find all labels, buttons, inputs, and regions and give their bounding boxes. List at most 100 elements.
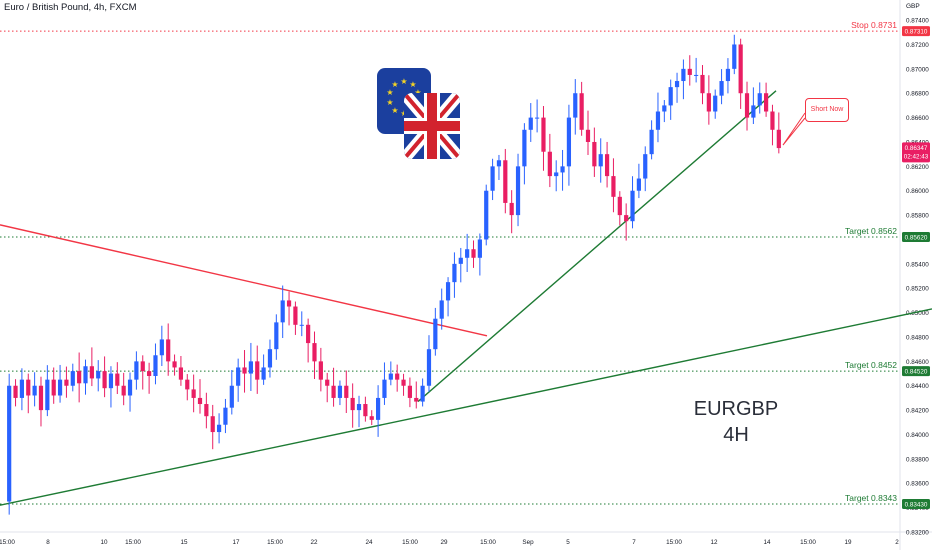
x-tick-label: 15:00 bbox=[800, 539, 816, 546]
candle-body bbox=[426, 349, 432, 386]
y-tick-label: 0.84600 bbox=[906, 359, 929, 366]
x-tick-label: 15:00 bbox=[666, 539, 682, 546]
candle-body bbox=[197, 397, 203, 405]
candle-body bbox=[636, 178, 641, 191]
y-tick-label: 0.84400 bbox=[906, 383, 929, 390]
candle-body bbox=[668, 87, 673, 106]
candle-body bbox=[554, 172, 559, 177]
y-tick-label: 0.86800 bbox=[906, 91, 929, 98]
candle-body bbox=[280, 300, 285, 323]
x-tick-label: 8 bbox=[46, 539, 50, 546]
x-tick-label: 10 bbox=[100, 539, 108, 546]
y-tick-label: 0.83800 bbox=[906, 456, 929, 463]
candle-body bbox=[713, 95, 718, 112]
candles bbox=[7, 34, 781, 515]
level-tag bbox=[902, 26, 930, 37]
candle-body bbox=[64, 379, 69, 386]
candle-body bbox=[127, 379, 133, 396]
level-tag-label: 0.83430 bbox=[905, 501, 928, 508]
candle-body bbox=[630, 190, 635, 222]
candle-body bbox=[229, 385, 234, 408]
candle-body bbox=[318, 361, 323, 380]
candle-body bbox=[700, 74, 705, 94]
candle-body bbox=[363, 404, 368, 417]
candle-body bbox=[694, 74, 699, 76]
candle-body bbox=[89, 366, 94, 379]
y-tick-label: 0.86600 bbox=[906, 115, 929, 122]
candle-body bbox=[38, 385, 44, 411]
candle-body bbox=[153, 355, 158, 376]
x-tick-label: 14 bbox=[763, 539, 771, 546]
level-tag bbox=[902, 498, 930, 509]
x-tick-label: 15:00 bbox=[267, 539, 283, 546]
candle-body bbox=[452, 263, 457, 283]
candle-body bbox=[166, 339, 171, 362]
currency-label: GBP bbox=[906, 3, 920, 10]
candle-body bbox=[706, 93, 711, 112]
candle-body bbox=[643, 154, 648, 179]
candle-body bbox=[763, 93, 769, 112]
candle-body bbox=[725, 68, 731, 82]
symbol-watermark: EURGBP 4H bbox=[676, 396, 796, 448]
trendline bbox=[417, 90, 777, 403]
candle-body bbox=[77, 371, 82, 384]
x-tick-label: 22 bbox=[310, 539, 318, 546]
candle-body bbox=[325, 379, 330, 386]
candle-body bbox=[350, 397, 355, 411]
candle-body bbox=[216, 424, 222, 433]
y-tick-label: 0.85200 bbox=[906, 286, 929, 293]
x-tick-label: 2 bbox=[895, 539, 899, 546]
current-price-label: 0.86347 bbox=[905, 145, 928, 152]
candle-body bbox=[573, 93, 578, 118]
y-tick-label: 0.85800 bbox=[906, 213, 929, 220]
x-tick-label: 19 bbox=[844, 539, 852, 546]
x-tick-label: 15:00 bbox=[0, 539, 15, 546]
callout-pointer bbox=[782, 112, 806, 146]
candle-body bbox=[267, 349, 273, 368]
candle-body bbox=[757, 93, 762, 106]
trendline bbox=[0, 308, 932, 506]
level-label: Target 0.8562 bbox=[845, 226, 897, 236]
chart-title: Euro / British Pound, 4h, FXCM bbox=[4, 2, 137, 13]
candle-body bbox=[331, 385, 336, 398]
candle-body bbox=[770, 111, 775, 130]
y-tick-label: 0.83200 bbox=[906, 530, 929, 537]
candle-body bbox=[522, 129, 527, 167]
candle-body bbox=[484, 190, 489, 240]
x-tick-label: Sep bbox=[522, 539, 534, 546]
candle-body bbox=[592, 141, 597, 167]
candle-body bbox=[604, 154, 610, 177]
candle-body bbox=[375, 397, 381, 420]
candle-body bbox=[674, 81, 680, 88]
candle-body bbox=[624, 215, 629, 222]
candle-body bbox=[751, 105, 756, 118]
candle-body bbox=[51, 379, 56, 396]
svg-text:★: ★ bbox=[391, 106, 398, 115]
x-tick-label: 29 bbox=[440, 539, 448, 546]
svg-text:★: ★ bbox=[386, 88, 393, 97]
y-tick-label: 0.87000 bbox=[906, 66, 929, 73]
candle-body bbox=[598, 154, 603, 167]
candle-body bbox=[719, 81, 724, 96]
candle-body bbox=[433, 318, 438, 350]
candle-body bbox=[738, 44, 743, 94]
x-tick-label: 15 bbox=[180, 539, 188, 546]
candle-body bbox=[465, 249, 470, 258]
x-tick-label: 15:00 bbox=[125, 539, 141, 546]
candle-body bbox=[744, 93, 750, 118]
level-tag bbox=[902, 366, 930, 377]
candle-body bbox=[299, 324, 304, 326]
candle-body bbox=[496, 160, 502, 167]
level-label: Target 0.8452 bbox=[845, 360, 897, 370]
candle-body bbox=[140, 361, 145, 372]
y-tick-label: 0.84800 bbox=[906, 334, 929, 341]
candle-body bbox=[420, 385, 425, 402]
y-tick-label: 0.84200 bbox=[906, 408, 929, 415]
candle-body bbox=[687, 68, 692, 75]
candle-body bbox=[395, 373, 400, 380]
candle-body bbox=[293, 306, 298, 325]
candle-body bbox=[57, 379, 63, 396]
candle-body bbox=[560, 166, 565, 173]
x-tick-label: 7 bbox=[632, 539, 636, 546]
